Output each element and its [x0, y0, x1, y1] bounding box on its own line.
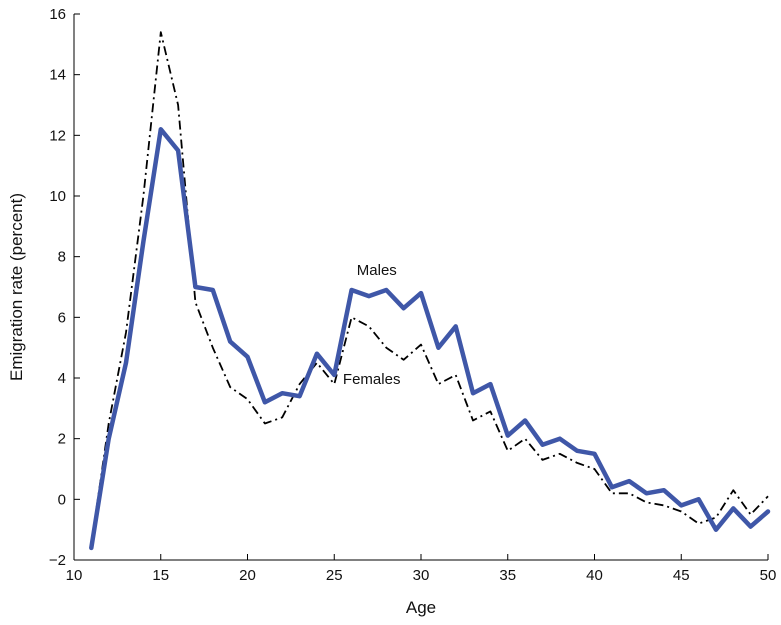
x-tick-label: 15	[152, 567, 169, 584]
x-tick-label: 35	[499, 567, 516, 584]
y-axis-title: Emigration rate (percent)	[7, 193, 26, 381]
y-tick-label: 4	[58, 370, 66, 387]
y-tick-label: 16	[49, 6, 66, 23]
y-tick-label: 6	[58, 309, 66, 326]
x-tick-label: 25	[326, 567, 343, 584]
y-tick-label: 14	[49, 67, 66, 84]
series-line-males	[89, 127, 771, 551]
x-tick-label: 40	[586, 567, 603, 584]
y-tick-label: 2	[58, 431, 66, 448]
series-label-females: Females	[343, 371, 401, 388]
annotation-layer: Males Females	[343, 262, 401, 388]
x-axis-title: Age	[406, 598, 436, 617]
x-tick-label: 45	[673, 567, 690, 584]
series-label-males: Males	[357, 262, 397, 279]
axes: 10 15 20 25 30 35 40 45 50 −2 0 2 4 6 8 10 12 14 16	[49, 6, 776, 584]
y-tick-label: 10	[49, 188, 66, 205]
y-tick-label: 12	[49, 127, 66, 144]
y-tick-label: 0	[58, 491, 66, 508]
series-layer	[89, 31, 771, 551]
x-tick-label: 20	[239, 567, 256, 584]
x-tick-label: 50	[760, 567, 777, 584]
y-tick-label: −2	[49, 552, 66, 569]
x-tick-label: 10	[66, 567, 83, 584]
series-line-females	[90, 31, 769, 545]
x-tick-label: 30	[413, 567, 430, 584]
y-tick-label: 8	[58, 249, 66, 266]
